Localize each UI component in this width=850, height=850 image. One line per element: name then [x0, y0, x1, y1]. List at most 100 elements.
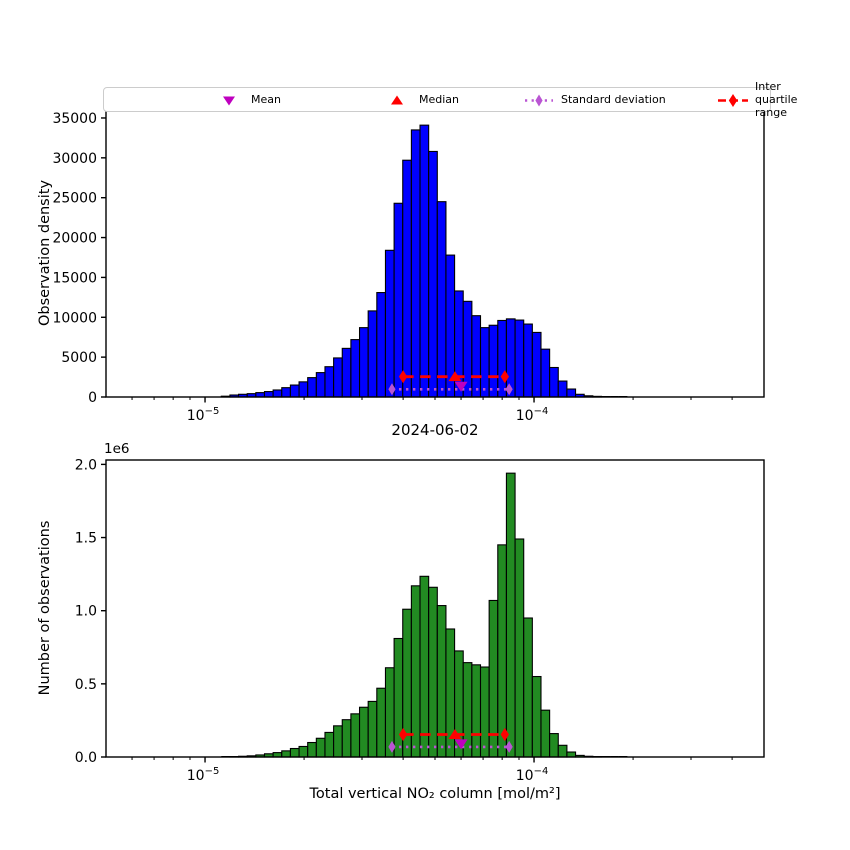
histogram-bar: [523, 323, 533, 398]
y-tick-label: 1.5: [75, 531, 97, 547]
mean-triangle-down-icon: [214, 92, 244, 108]
y-tick-label: 5000: [61, 350, 97, 366]
histogram-bar: [350, 339, 361, 398]
x-axis-label: Total vertical NO₂ column [mol/m²]: [309, 786, 561, 802]
histogram-bar: [333, 357, 343, 398]
chart-title: 2024-06-02: [391, 421, 479, 439]
y-tick-label: 0.5: [75, 677, 97, 693]
histogram-bar: [341, 347, 352, 398]
histogram-bar: [497, 319, 507, 398]
histogram-bar: [531, 675, 542, 758]
legend-label-median: Median: [419, 93, 460, 106]
histogram-bar: [505, 472, 516, 758]
iqr-diamond-dashed-icon: [718, 92, 748, 108]
histogram-bar: [566, 388, 577, 398]
number-of-observations-histogram-bars: [221, 472, 628, 758]
histogram-bar: [410, 129, 421, 398]
y-tick-label: 0.0: [75, 750, 97, 766]
histogram-bar: [384, 249, 395, 398]
std-low-diamond: [388, 740, 396, 753]
diamond-dashed-line-glyph: [718, 93, 748, 107]
y-axis-ticks: 0.0 0.5 1.0 1.5 2.0: [75, 457, 106, 766]
histogram-bar: [505, 318, 516, 398]
legend-item-iqr: Inter quartile range: [718, 80, 797, 119]
y-axis-label-top: Observation density: [37, 179, 53, 327]
y-axis-ticks: 0 5000 10000 15000 20000 25000 30000 35000: [52, 111, 106, 406]
y-tick-label: 15000: [52, 270, 97, 286]
histogram-bar: [324, 731, 335, 758]
histogram-bar: [315, 737, 326, 758]
histogram-bar: [514, 538, 525, 758]
histogram-bar: [263, 391, 274, 398]
diamond-dotted-line-glyph: [525, 94, 553, 106]
stat-markers: [388, 727, 513, 753]
y-tick-label: 35000: [52, 111, 97, 127]
histogram-bar: [419, 575, 430, 758]
mean-marker: [454, 739, 468, 750]
q1-diamond: [398, 370, 408, 384]
histogram-bar: [376, 292, 387, 398]
histogram-bar: [289, 747, 300, 758]
histogram-bar: [549, 366, 559, 398]
x-axis-ticks: 10−5 10−4: [131, 397, 733, 424]
median-triangle-up-icon: [382, 92, 412, 108]
median-marker: [448, 728, 462, 739]
histogram-bar: [523, 617, 533, 758]
y-tick-label: 25000: [52, 191, 97, 207]
histogram-bar: [479, 666, 490, 758]
histogram-bar: [471, 664, 482, 758]
histogram-bar: [514, 319, 525, 398]
histogram-bar: [410, 585, 421, 758]
histogram-bar: [298, 381, 309, 398]
x-axis-ticks: 10−5 10−4: [131, 757, 733, 784]
std-high-diamond: [505, 740, 513, 753]
std-diamond-dotted-icon: [524, 92, 554, 108]
histogram-bar: [358, 327, 369, 398]
std-high-diamond: [505, 383, 513, 396]
histogram-bar: [289, 384, 300, 398]
x-tick-label: 10−5: [187, 766, 220, 784]
histogram-bar: [324, 366, 335, 398]
histogram-bar: [557, 744, 568, 758]
histogram-bar: [402, 159, 412, 398]
q3-diamond: [500, 370, 510, 384]
mean-marker: [454, 381, 468, 392]
stat-markers: [388, 370, 513, 396]
histogram-bar: [367, 310, 378, 398]
legend-label-mean: Mean: [251, 93, 281, 106]
histogram-bar: [298, 745, 309, 758]
q1-diamond: [398, 727, 408, 742]
histogram-bar: [281, 750, 291, 758]
histogram-bar: [540, 348, 551, 398]
histogram-bar: [419, 124, 430, 398]
y-tick-label: 10000: [52, 310, 97, 326]
std-low-diamond: [388, 383, 396, 396]
histogram-bar: [367, 700, 378, 758]
histogram-bar: [393, 202, 404, 398]
histogram-bar: [272, 389, 283, 398]
number-of-observations-histogram: 0.0 0.5 1.0 1.5 2.0 10−5 10−4: [75, 457, 765, 784]
y-axis-label-bottom: Number of observations: [37, 520, 53, 696]
legend-box: Mean Median Standard deviation Inter qua…: [103, 80, 797, 119]
legend-item-median: Median: [382, 88, 459, 111]
histogram-bar: [471, 315, 482, 398]
histogram-bar: [497, 544, 507, 758]
triangle-up-glyph: [391, 95, 403, 104]
x-tick-label: 10−4: [516, 406, 549, 424]
histogram-bar: [376, 687, 387, 758]
observation-density-histogram-bars: [220, 124, 628, 398]
x-tick-label: 10−5: [187, 406, 220, 424]
histogram-bar: [488, 324, 499, 398]
y-axis-offset-label: 1e6: [104, 441, 130, 457]
histogram-bar: [428, 586, 438, 758]
legend-item-std: Standard deviation: [524, 88, 666, 111]
legend-label-std: Standard deviation: [561, 93, 666, 106]
histogram-bar: [281, 387, 291, 398]
q3-diamond: [500, 727, 510, 742]
histogram-bar: [341, 719, 352, 758]
legend-label-iqr: Inter quartile range: [755, 80, 798, 119]
histogram-bar: [393, 637, 404, 758]
